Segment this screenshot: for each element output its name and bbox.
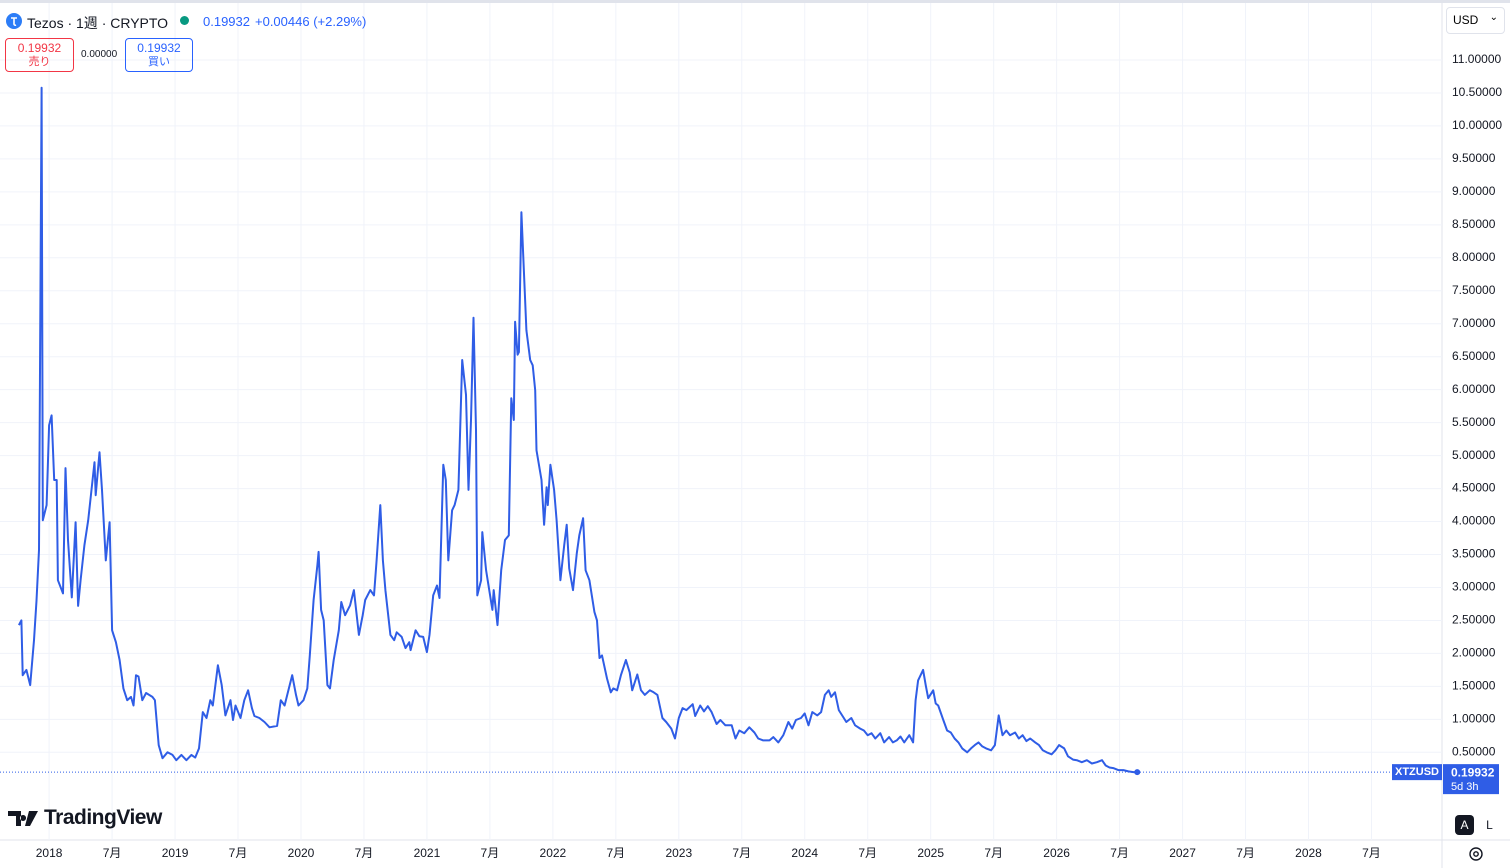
last-price: 0.19932 bbox=[203, 14, 250, 29]
x-tick-label: 2023 bbox=[665, 846, 692, 860]
y-tick-label: 11.00000 bbox=[1452, 52, 1501, 66]
sell-price: 0.19932 bbox=[17, 41, 62, 55]
y-tick-label: 10.00000 bbox=[1452, 118, 1502, 132]
y-tick-label: 2.50000 bbox=[1452, 613, 1496, 627]
y-tick-label: 3.50000 bbox=[1452, 547, 1496, 561]
price-label-bg bbox=[1443, 764, 1499, 795]
x-tick-label: 7月 bbox=[606, 846, 625, 860]
brand-name: TradingView bbox=[44, 806, 162, 829]
sell-label: 売り bbox=[28, 56, 51, 68]
countdown-label: 5d 3h bbox=[1451, 781, 1479, 793]
x-tick-label: 2021 bbox=[414, 846, 441, 860]
last-point bbox=[1134, 769, 1141, 776]
symbol-label-bg bbox=[1392, 764, 1442, 781]
y-tick-label: 6.50000 bbox=[1452, 349, 1496, 363]
y-tick-label: 9.50000 bbox=[1452, 151, 1496, 165]
x-tick-label: 7月 bbox=[355, 846, 374, 860]
x-tick-label: 7月 bbox=[984, 846, 1003, 860]
auto-scale-button[interactable]: A bbox=[1455, 815, 1474, 835]
spread: 0.00000 bbox=[81, 49, 118, 60]
top-border bbox=[0, 0, 1510, 3]
x-tick-label: 2020 bbox=[288, 846, 315, 860]
y-tick-label: 1.50000 bbox=[1452, 679, 1496, 693]
price-change: +0.00446 (+2.29%) bbox=[255, 14, 367, 29]
y-tick-label: 8.50000 bbox=[1452, 217, 1496, 231]
log-scale-button[interactable]: L bbox=[1486, 818, 1493, 832]
settings-button[interactable] bbox=[1468, 846, 1484, 865]
y-tick-label: 6.00000 bbox=[1452, 382, 1496, 396]
x-tick-label: 2026 bbox=[1043, 846, 1070, 860]
x-tick-label: 2019 bbox=[162, 846, 189, 860]
y-tick-label: 4.00000 bbox=[1452, 514, 1496, 528]
x-tick-label: 7月 bbox=[229, 846, 248, 860]
x-tick-label: 7月 bbox=[1110, 846, 1129, 860]
x-tick-label: 7月 bbox=[1236, 846, 1255, 860]
x-tick-label: 2028 bbox=[1295, 846, 1322, 860]
currency-select[interactable]: USD ⌄ bbox=[1446, 7, 1505, 34]
y-tick-label: 2.00000 bbox=[1452, 646, 1496, 660]
symbol-label: XTZUSD bbox=[1395, 766, 1439, 778]
currency: USD bbox=[1453, 13, 1479, 27]
x-tick-label: 2018 bbox=[36, 846, 63, 860]
x-tick-label: 7月 bbox=[481, 846, 500, 860]
y-tick-label: 1.00000 bbox=[1452, 712, 1496, 726]
y-tick-label: 7.00000 bbox=[1452, 316, 1496, 330]
x-tick-label: 7月 bbox=[732, 846, 751, 860]
x-tick-label: 7月 bbox=[858, 846, 877, 860]
x-tick-label: 2024 bbox=[791, 846, 818, 860]
symbol-title[interactable]: Tezos · 1週 · CRYPTO bbox=[27, 15, 169, 31]
buy-price: 0.19932 bbox=[137, 41, 181, 55]
price-label: 0.19932 bbox=[1451, 765, 1495, 779]
buy-button[interactable]: 0.19932 買い bbox=[125, 38, 193, 72]
buy-label: 買い bbox=[148, 56, 170, 68]
y-tick-label: 5.00000 bbox=[1452, 448, 1496, 462]
market-status bbox=[180, 16, 189, 25]
y-tick-label: 3.00000 bbox=[1452, 580, 1496, 594]
y-tick-label: 5.50000 bbox=[1452, 415, 1496, 429]
x-tick-label: 2025 bbox=[917, 846, 944, 860]
price-line bbox=[18, 86, 1138, 774]
sell-button[interactable]: 0.19932 売り bbox=[5, 38, 74, 72]
x-tick-label: 7月 bbox=[103, 846, 122, 860]
y-tick-label: 9.00000 bbox=[1452, 184, 1496, 198]
y-tick-label: 4.50000 bbox=[1452, 481, 1496, 495]
y-tick-label: 10.50000 bbox=[1452, 85, 1502, 99]
x-tick-label: 7月 bbox=[1362, 846, 1381, 860]
logo bbox=[8, 806, 40, 833]
y-tick-label: 8.00000 bbox=[1452, 250, 1496, 264]
x-tick-label: 2027 bbox=[1169, 846, 1196, 860]
x-tick-label: 2022 bbox=[540, 846, 567, 860]
symbol-icon bbox=[6, 13, 22, 32]
y-tick-label: 7.50000 bbox=[1452, 283, 1496, 297]
y-tick-label: 0.50000 bbox=[1452, 744, 1496, 758]
